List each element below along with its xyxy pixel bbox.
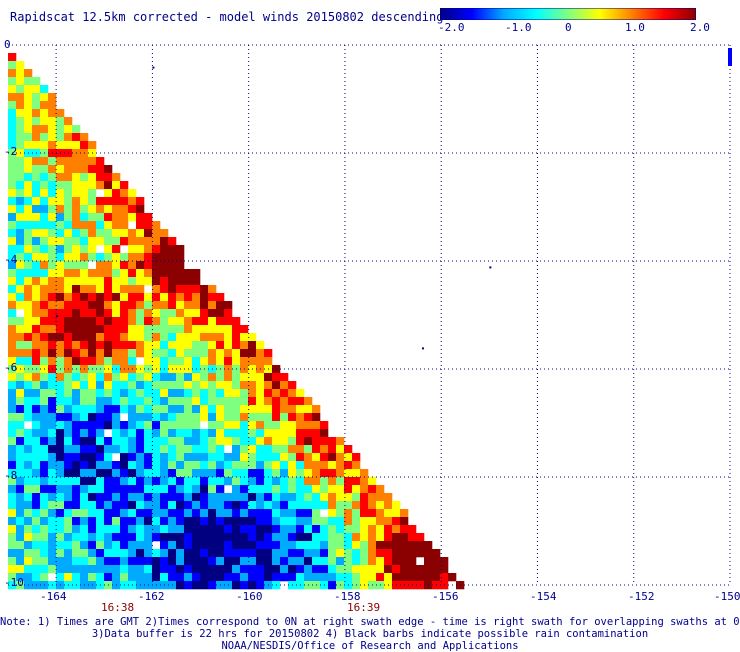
data-point-marker <box>489 266 492 269</box>
data-point-marker <box>421 347 424 350</box>
colorbar-label: -2.0 <box>438 21 465 34</box>
x-tick-label: -160 <box>236 590 263 603</box>
map-title: Rapidscat 12.5km corrected - model winds… <box>10 10 444 24</box>
y-tick-label: -10 <box>4 576 24 589</box>
wind-difference-map <box>8 44 732 590</box>
data-point-marker <box>152 66 155 69</box>
x-tick-label: -154 <box>530 590 557 603</box>
x-tick-label: -152 <box>628 590 655 603</box>
x-tick-label: -156 <box>432 590 459 603</box>
time-label: 16:38 <box>101 601 135 614</box>
colorbar-labels: -2.0 -1.0 0 1.0 2.0 <box>430 21 720 35</box>
x-tick-label: -158 <box>334 590 361 603</box>
colorbar-label: -1.0 <box>505 21 532 34</box>
wind-difference-cells <box>8 53 465 590</box>
colorbar-label: 0 <box>565 21 572 34</box>
x-tick-label: -162 <box>138 590 165 603</box>
map-grid <box>8 44 731 586</box>
colorbar-label: 2.0 <box>690 21 710 34</box>
note-line-1: Note: 1) Times are GMT 2)Times correspon… <box>0 616 740 628</box>
y-tick-label: -6 <box>4 361 18 374</box>
y-tick-label: -2 <box>4 145 18 158</box>
edge-marker <box>728 48 732 66</box>
y-tick-label: -8 <box>4 469 18 482</box>
y-tick-label: -4 <box>4 253 18 266</box>
note-line-3: NOAA/NESDIS/Office of Research and Appli… <box>221 640 519 652</box>
x-tick-label: -150 <box>714 590 740 603</box>
data-point-marker <box>56 315 59 317</box>
colorbar-label: 1.0 <box>625 21 645 34</box>
colorbar-gradient <box>440 8 696 20</box>
footnote: Note: 1) Times are GMT 2)Times correspon… <box>0 616 740 652</box>
colorbar <box>440 8 696 20</box>
y-tick-label: 0 <box>4 38 11 51</box>
note-line-2: 3)Data buffer is 22 hrs for 20150802 4) … <box>91 628 649 640</box>
time-label: 16:39 <box>347 601 381 614</box>
x-tick-label: -164 <box>40 590 67 603</box>
